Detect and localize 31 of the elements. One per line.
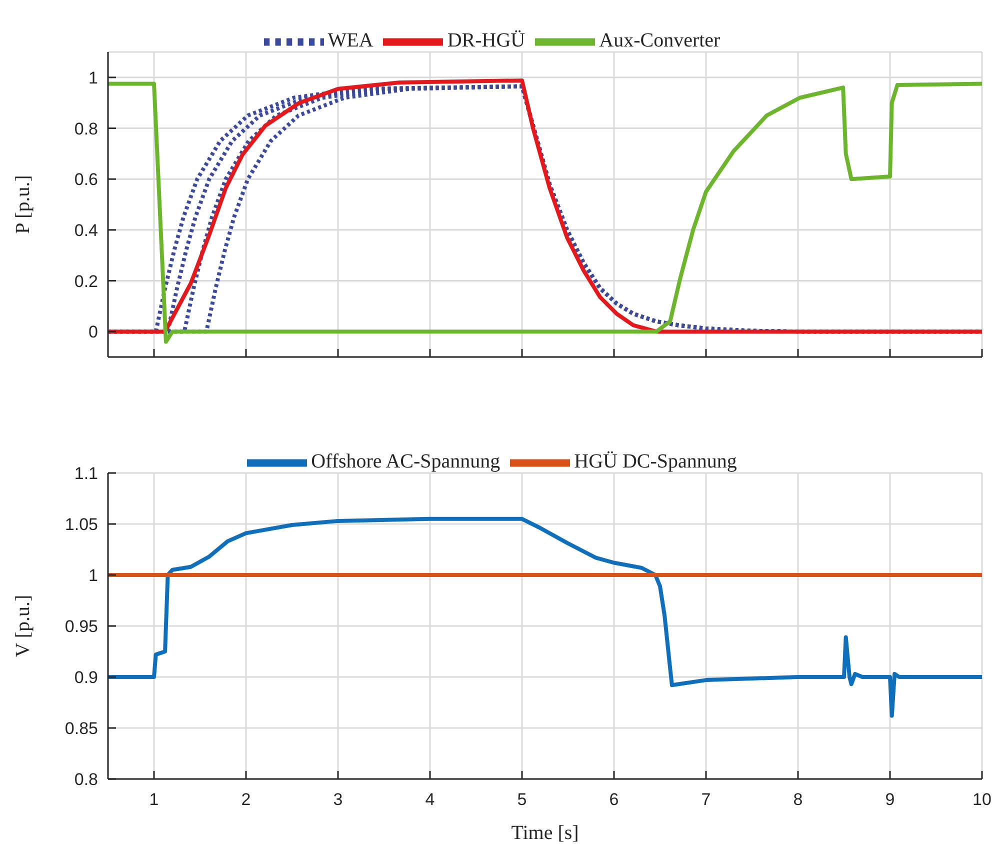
legend-label: DR-HGÜ — [447, 30, 526, 52]
x-tick-label: 1 — [149, 790, 159, 810]
legend-label: WEA — [328, 30, 374, 52]
y-tick-label: 0.9 — [74, 668, 98, 688]
y-tick-label: 0.4 — [74, 220, 98, 240]
legend-label: Offshore AC-Spannung — [311, 450, 500, 473]
y-tick-label: 0.95 — [64, 617, 98, 636]
x-tick-label: 2 — [241, 790, 251, 810]
x-tick-label: 8 — [793, 790, 803, 810]
y-tick-label: 0.8 — [74, 770, 98, 790]
y-tick-label: 1.1 — [74, 464, 98, 484]
y-tick-label: 1 — [88, 68, 98, 88]
y-tick-label: 0.8 — [74, 119, 98, 138]
y-axis-title: V [p.u.] — [12, 594, 34, 658]
x-tick-label: 7 — [701, 790, 711, 810]
x-tick-label: 3 — [333, 790, 343, 810]
y-axis-title: P [p.u.] — [12, 175, 34, 234]
y-tick-label: 0.85 — [64, 719, 98, 738]
x-tick-label: 5 — [517, 790, 527, 810]
y-tick-label: 1 — [88, 566, 98, 586]
x-tick-label: 9 — [885, 790, 895, 810]
y-tick-label: 0.6 — [74, 170, 98, 190]
y-tick-label: 0.2 — [74, 272, 98, 291]
x-axis-title: Time [s] — [511, 822, 579, 844]
x-tick-label: 4 — [425, 790, 435, 810]
y-tick-label: 0 — [88, 322, 98, 342]
x-tick-label: 6 — [609, 790, 619, 810]
legend-label: Aux-Converter — [599, 30, 720, 52]
legend-label: HGÜ DC-Spannung — [574, 450, 737, 473]
y-tick-label: 1.05 — [64, 515, 98, 534]
x-tick-label: 10 — [972, 790, 992, 810]
